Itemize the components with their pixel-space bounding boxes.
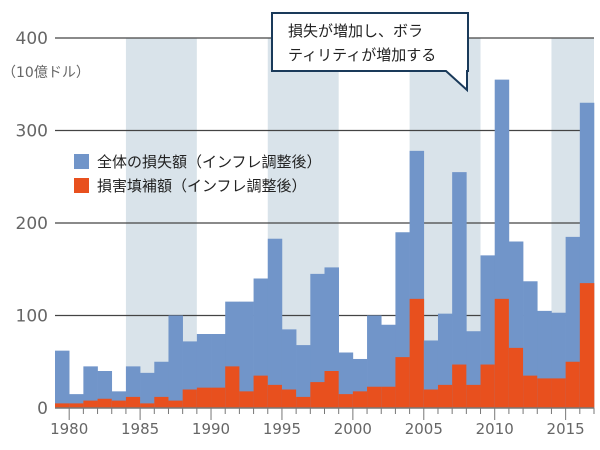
bar-insured-loss-2006 — [423, 389, 439, 408]
legend: 全体の損失額（インフレ調整後） 損害填補額（インフレ調整後） — [74, 153, 322, 195]
bar-total-loss-1996 — [281, 329, 297, 408]
bar-insured-loss-1991 — [211, 387, 226, 408]
bar-insured-loss-1988 — [168, 400, 183, 408]
bar-total-loss-2002 — [367, 315, 382, 408]
bar-insured-loss-2015 — [551, 378, 566, 408]
bar-insured-loss-1996 — [281, 389, 297, 408]
bar-insured-loss-1999 — [324, 371, 339, 408]
bar-insured-loss-1980 — [55, 403, 70, 408]
bar-insured-loss-1992 — [225, 366, 240, 408]
bar-insured-loss-2001 — [352, 391, 368, 408]
bar-insured-loss-2005 — [409, 298, 425, 408]
x-axis — [55, 407, 595, 420]
bar-insured-loss-2012 — [508, 347, 524, 408]
y-tick-label-100: 100 — [16, 307, 48, 327]
y-tick-label-400: 400 — [16, 29, 48, 49]
legend-label-total-loss: 全体の損失額（インフレ調整後） — [97, 153, 322, 171]
bar-insured-loss-2017 — [579, 283, 595, 408]
legend-label-insured-loss: 損害填補額（インフレ調整後） — [97, 177, 307, 195]
bar-insured-loss-2013 — [523, 375, 538, 408]
bar-insured-loss-2008 — [452, 364, 467, 408]
bar-insured-loss-1985 — [125, 396, 141, 408]
bar-insured-loss-1983 — [97, 398, 113, 408]
y-tick-labels: 0 100 200 300 400 — [16, 29, 48, 419]
bar-series — [55, 79, 595, 408]
bar-total-loss-1993 — [239, 301, 254, 408]
y-tick-label-0: 0 — [37, 399, 48, 419]
bar-insured-loss-2004 — [395, 357, 410, 408]
bar-insured-loss-2009 — [466, 384, 481, 408]
bar-insured-loss-2002 — [367, 386, 382, 408]
bar-total-loss-2007 — [437, 313, 453, 408]
bar-total-loss-1986 — [140, 372, 155, 408]
x-tick-label-2015: 2015 — [547, 420, 585, 438]
x-tick-label-2005: 2005 — [405, 420, 443, 438]
callout-text-line2: ティリティが増加する — [288, 46, 436, 64]
y-tick-label-200: 200 — [16, 214, 48, 234]
bar-total-loss-1998 — [310, 273, 325, 408]
x-tick-label-1995: 1995 — [263, 420, 301, 438]
bar-insured-loss-2000 — [338, 394, 354, 408]
annotation-callout: 損失が増加し、ボラ ティリティが増加する — [271, 12, 469, 93]
bar-total-loss-1988 — [168, 315, 183, 408]
bar-insured-loss-2014 — [537, 378, 552, 408]
bar-insured-loss-1997 — [296, 396, 311, 408]
y-axis-unit-label: （10億ドル） — [2, 65, 90, 81]
bar-insured-loss-1990 — [196, 387, 212, 408]
bar-insured-loss-2016 — [565, 361, 581, 408]
legend-swatch-total-loss — [74, 154, 89, 169]
bar-insured-loss-1993 — [239, 391, 254, 408]
bar-total-loss-1982 — [83, 366, 98, 408]
bar-total-loss-1987 — [154, 361, 169, 408]
bar-insured-loss-1998 — [310, 382, 325, 408]
bar-total-loss-2008 — [452, 172, 467, 408]
x-tick-label-2010: 2010 — [476, 420, 514, 438]
bar-insured-loss-2011 — [494, 298, 510, 408]
bar-insured-loss-2010 — [480, 364, 496, 408]
x-tick-label-1990: 1990 — [192, 420, 230, 438]
x-tick-label-1980: 1980 — [50, 420, 88, 438]
bar-insured-loss-1987 — [154, 396, 169, 408]
y-tick-label-300: 300 — [16, 122, 48, 142]
x-tick-label-1985: 1985 — [121, 420, 159, 438]
bar-insured-loss-1981 — [69, 403, 84, 408]
bar-insured-loss-2007 — [437, 384, 453, 408]
bar-total-loss-1997 — [296, 345, 311, 408]
callout-text-line1: 損失が増加し、ボラ — [288, 22, 423, 40]
callout-bubble — [271, 12, 469, 93]
bar-insured-loss-2003 — [381, 386, 396, 408]
bar-total-loss-1980 — [55, 350, 70, 408]
x-tick-label-2000: 2000 — [334, 420, 372, 438]
bar-insured-loss-1982 — [83, 400, 98, 408]
bar-insured-loss-1994 — [253, 375, 269, 408]
legend-swatch-insured-loss — [74, 178, 89, 193]
x-tick-labels: 1980 1985 1990 1995 2000 2005 2010 2015 — [50, 420, 585, 438]
bar-insured-loss-1986 — [140, 403, 155, 408]
bar-total-loss-1995 — [267, 238, 283, 408]
bar-insured-loss-1995 — [267, 384, 283, 408]
bar-insured-loss-1989 — [182, 389, 198, 408]
bar-insured-loss-1984 — [111, 400, 127, 408]
